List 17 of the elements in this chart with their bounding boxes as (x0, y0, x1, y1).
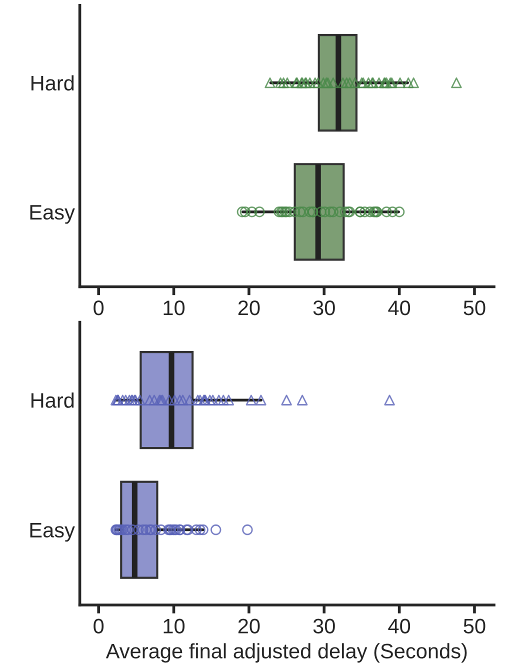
y-tick-label: Hard (31, 75, 74, 91)
x-tick-label: 40 (388, 300, 410, 316)
x-tick-label: 40 (388, 618, 410, 634)
x-axis-title: Average final adjusted delay (Seconds) (106, 643, 467, 663)
x-tick-label: 20 (238, 300, 260, 316)
x-tick-label: 10 (164, 300, 185, 316)
x-tick-label: 30 (313, 618, 335, 634)
x-tick-label: 30 (313, 300, 335, 316)
y-tick-label: Hard (31, 392, 74, 408)
x-tick-label: 20 (238, 618, 260, 634)
x-tick-label: 50 (464, 618, 486, 634)
x-tick-label: 0 (94, 618, 104, 634)
y-tick-label: Easy (30, 205, 75, 224)
x-tick-label: 50 (464, 300, 486, 316)
y-tick-label: Easy (30, 523, 75, 542)
x-tick-label: 0 (94, 300, 104, 316)
x-tick-label: 10 (164, 618, 185, 634)
